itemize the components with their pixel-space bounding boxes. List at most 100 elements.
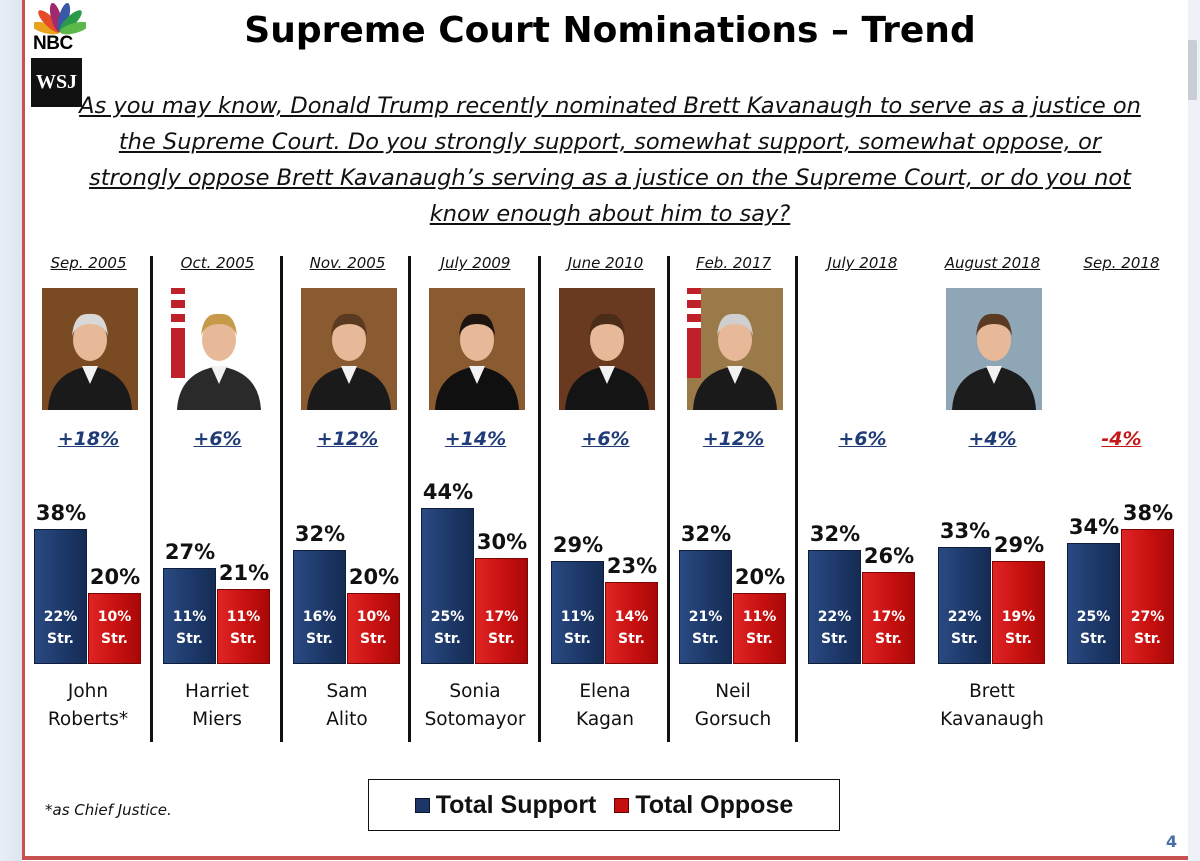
- strong-suffix: Str.: [46, 631, 74, 647]
- net-difference: +12%: [702, 428, 765, 450]
- column-divider: [150, 256, 153, 742]
- strong-suffix: Str.: [745, 631, 773, 647]
- oppose-strong-value: 27%: [1130, 609, 1165, 625]
- oppose-bar: [475, 557, 528, 664]
- strong-suffix: Str.: [1004, 631, 1032, 647]
- oppose-strong-label: 10% Str.: [347, 606, 400, 650]
- strong-suffix: Str.: [950, 631, 978, 647]
- oppose-value-label: 21%: [218, 561, 270, 586]
- strong-suffix: Str.: [874, 631, 902, 647]
- oppose-bar: [1121, 529, 1174, 664]
- nominee-name: Sonia Sotomayor: [424, 681, 526, 730]
- support-strong-value: 11%: [560, 609, 595, 625]
- oppose-strong-value: 14%: [614, 609, 649, 625]
- column-divider: [667, 256, 670, 742]
- oppose-value-label: 23%: [606, 554, 658, 579]
- net-difference: +6%: [581, 428, 630, 450]
- column-date: June 2010: [567, 254, 644, 272]
- nbc-logo-text: NBC: [33, 33, 73, 54]
- support-strong-label: 25% Str.: [421, 606, 474, 650]
- oppose-strong-label: 17% Str.: [862, 606, 915, 650]
- net-difference: +6%: [193, 428, 242, 450]
- oppose-value-label: 20%: [89, 565, 141, 589]
- strong-suffix: Str.: [487, 631, 515, 647]
- column-divider: [538, 256, 541, 742]
- oppose-value-label: 20%: [348, 565, 400, 589]
- support-bar: [163, 568, 216, 664]
- nominee-name: Neil Gorsuch: [694, 681, 772, 730]
- page-title: Supreme Court Nominations – Trend: [244, 10, 976, 51]
- scrollbar-track[interactable]: [1185, 0, 1200, 861]
- net-difference: +18%: [57, 428, 120, 450]
- strong-suffix: Str.: [305, 631, 333, 647]
- strong-suffix: Str.: [563, 631, 591, 647]
- column-date: July 2009: [440, 254, 511, 272]
- nominee-name: John Roberts*: [47, 681, 129, 730]
- column-date: Feb. 2017: [695, 254, 772, 272]
- strong-suffix: Str.: [359, 631, 387, 647]
- net-difference: +14%: [444, 428, 507, 450]
- oppose-value-label: 29%: [993, 533, 1045, 558]
- column-divider: [280, 256, 283, 742]
- oppose-strong-label: 17% Str.: [475, 606, 528, 650]
- oppose-bar: [992, 561, 1045, 664]
- oppose-strong-value: 11%: [742, 609, 777, 625]
- net-difference: +4%: [968, 428, 1017, 450]
- column-date: Oct. 2005: [180, 254, 255, 272]
- oppose-bar: [733, 593, 786, 664]
- support-value-label: 34%: [1068, 515, 1120, 540]
- nominee-name: Harriet Miers: [185, 681, 249, 730]
- legend-oppose-label: Total Oppose: [635, 790, 794, 819]
- oppose-strong-value: 11%: [226, 609, 261, 625]
- strong-suffix: Str.: [229, 631, 257, 647]
- nominee-name: Sam Alito: [326, 681, 368, 730]
- column-date: Nov. 2005: [309, 254, 386, 272]
- oppose-value-label: 30%: [476, 529, 528, 554]
- page-number: 4: [1166, 832, 1178, 851]
- net-difference: -4%: [1101, 428, 1142, 450]
- support-value-label: 32%: [680, 522, 732, 547]
- support-strong-value: 11%: [172, 609, 207, 625]
- oppose-strong-value: 19%: [1001, 609, 1036, 625]
- column-date: Sep. 2018: [1083, 254, 1160, 272]
- support-strong-label: 25% Str.: [1067, 606, 1120, 650]
- scrollbar-thumb[interactable]: [1187, 40, 1197, 100]
- legend-support-label: Total Support: [435, 790, 597, 819]
- oppose-strong-value: 17%: [484, 609, 519, 625]
- support-value-label: 29%: [552, 533, 604, 558]
- support-value-label: 27%: [164, 540, 216, 565]
- support-value-label: 32%: [809, 522, 861, 547]
- support-bar: [938, 546, 991, 664]
- legend-oppose-swatch: [614, 798, 630, 814]
- support-strong-value: 22%: [947, 609, 982, 625]
- strong-suffix: Str.: [100, 631, 128, 647]
- support-strong-value: 21%: [688, 609, 723, 625]
- oppose-value-label: 20%: [734, 565, 786, 589]
- support-strong-value: 25%: [1076, 609, 1111, 625]
- support-strong-value: 22%: [43, 609, 78, 625]
- oppose-strong-value: 17%: [871, 609, 906, 625]
- support-bar: [679, 550, 732, 664]
- column-divider: [795, 256, 798, 742]
- nbc-peacock-logo-icon: [34, 2, 86, 35]
- nominee-portrait: [41, 288, 138, 410]
- oppose-strong-label: 19% Str.: [992, 606, 1045, 650]
- support-bar: [808, 550, 861, 664]
- column-date: Sep. 2005: [50, 254, 127, 272]
- slide: [22, 0, 1188, 860]
- support-strong-label: 21% Str.: [679, 606, 732, 650]
- legend-item-oppose: Total Oppose: [614, 791, 793, 820]
- wsj-logo: WSJ: [31, 58, 82, 107]
- legend-support-swatch: [414, 798, 430, 814]
- oppose-strong-label: 27% Str.: [1121, 606, 1174, 650]
- oppose-strong-value: 10%: [97, 609, 132, 625]
- column-date: August 2018: [944, 254, 1041, 272]
- oppose-strong-value: 10%: [356, 609, 391, 625]
- strong-suffix: Str.: [691, 631, 719, 647]
- strong-suffix: Str.: [1133, 631, 1161, 647]
- chart-legend: Total Support Total Oppose: [368, 779, 840, 831]
- oppose-bar: [862, 571, 915, 664]
- nominee-portrait: [945, 288, 1042, 410]
- window-left-frame: [0, 0, 22, 861]
- support-value-label: 32%: [294, 522, 346, 547]
